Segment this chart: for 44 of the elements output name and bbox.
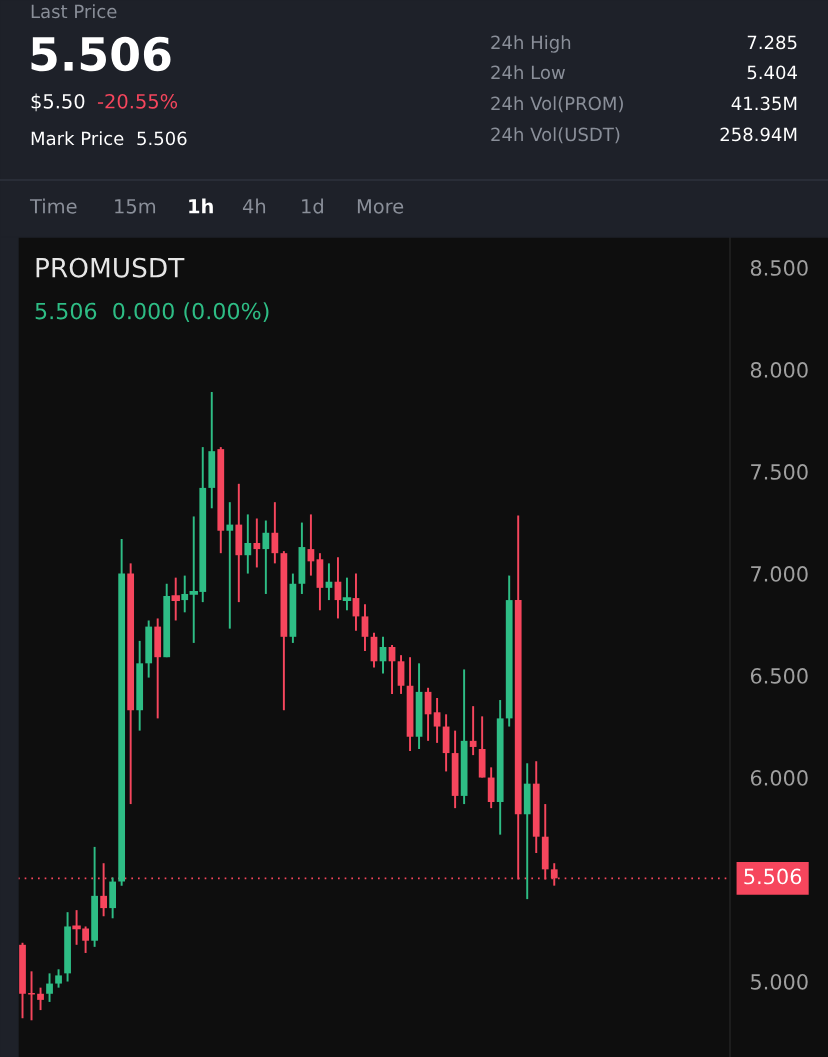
text: 24h High — [491, 35, 571, 53]
candlestick — [171, 576, 180, 622]
text: 15m — [115, 199, 156, 214]
text: 41.35M — [731, 96, 797, 111]
text: 24h Low — [491, 65, 565, 80]
text: 4h — [242, 198, 266, 214]
text: More — [357, 199, 404, 214]
candlestick — [433, 697, 441, 744]
text: 1d — [302, 198, 323, 214]
candlestick — [469, 705, 477, 757]
candlestick — [342, 576, 352, 612]
y-tick-label: 6.000 — [750, 770, 808, 786]
y-tick-label: 6.500 — [750, 668, 808, 684]
text: Time — [29, 198, 77, 214]
text: 24h Vol(USDT) — [491, 127, 620, 144]
y-tick-label: 7.000 — [751, 566, 808, 582]
ref-line-label: 5.506 — [744, 868, 802, 885]
y-tick-label: 8.000 — [750, 362, 808, 378]
candlestick — [361, 603, 369, 653]
text: 1h — [189, 198, 213, 214]
y-tick-label: 8.500 — [750, 260, 808, 276]
y-tick-label: 7.500 — [751, 464, 808, 480]
text: 7.285 — [747, 35, 797, 50]
candlestick — [262, 519, 270, 595]
candlestick — [271, 501, 279, 565]
text: 5.404 — [747, 65, 797, 80]
text: PROMUSDT — [36, 257, 185, 278]
text: -20.55% — [97, 93, 178, 109]
text: 5.506 — [31, 36, 171, 72]
y-tick-label: 5.000 — [751, 973, 808, 990]
text: $5.50 — [31, 93, 85, 112]
candlestick — [181, 574, 189, 614]
candlestick — [46, 972, 53, 1003]
candlestick — [226, 501, 234, 630]
candlestick — [55, 968, 62, 989]
text: Mark Price — [31, 131, 124, 146]
text: 258.94M — [720, 127, 797, 142]
candlestick — [244, 513, 252, 575]
text: 5.506 — [137, 131, 187, 146]
candlestick — [37, 986, 44, 1012]
text: Last Price — [31, 4, 117, 19]
text: 5.506 0.000 (0.00%) — [35, 302, 269, 323]
candlestick — [253, 517, 261, 569]
text: 24h Vol(PROM) — [491, 96, 623, 113]
